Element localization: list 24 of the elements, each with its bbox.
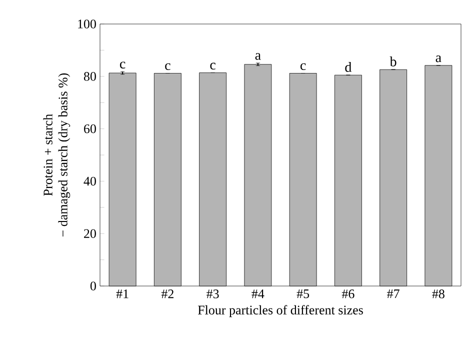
- y-tick-label: 60: [84, 124, 96, 134]
- x-tick-label: #8: [432, 290, 444, 298]
- y-tick-label: 80: [84, 72, 96, 81]
- x-tick-label: #4: [252, 290, 264, 298]
- annotation: c: [165, 63, 170, 70]
- annotation: b: [390, 56, 396, 66]
- x-tick-label: #5: [296, 290, 310, 298]
- y-axis-title: Protein + starch − damaged starch (dry basis %): [43, 73, 70, 237]
- annotation: c: [210, 62, 216, 70]
- annotation: a: [255, 53, 261, 60]
- x-tick-label: #1: [116, 290, 128, 298]
- x-tick-label: #7: [387, 290, 400, 298]
- y-tick-label: 40: [84, 176, 96, 186]
- annotation: c: [300, 63, 306, 70]
- x-tick-label: #3: [206, 290, 219, 298]
- x-tick-label: #6: [342, 290, 354, 298]
- annotation: d: [345, 62, 352, 72]
- y-tick-label: 0: [90, 282, 96, 290]
- annotation: a: [436, 55, 442, 62]
- annotation: c: [120, 62, 126, 68]
- x-tick-label: #2: [161, 290, 174, 298]
- y-tick-label: 100: [78, 20, 96, 28]
- x-axis-title: Flour particles of different sizes: [198, 305, 363, 318]
- y-tick-label: 20: [84, 229, 96, 238]
